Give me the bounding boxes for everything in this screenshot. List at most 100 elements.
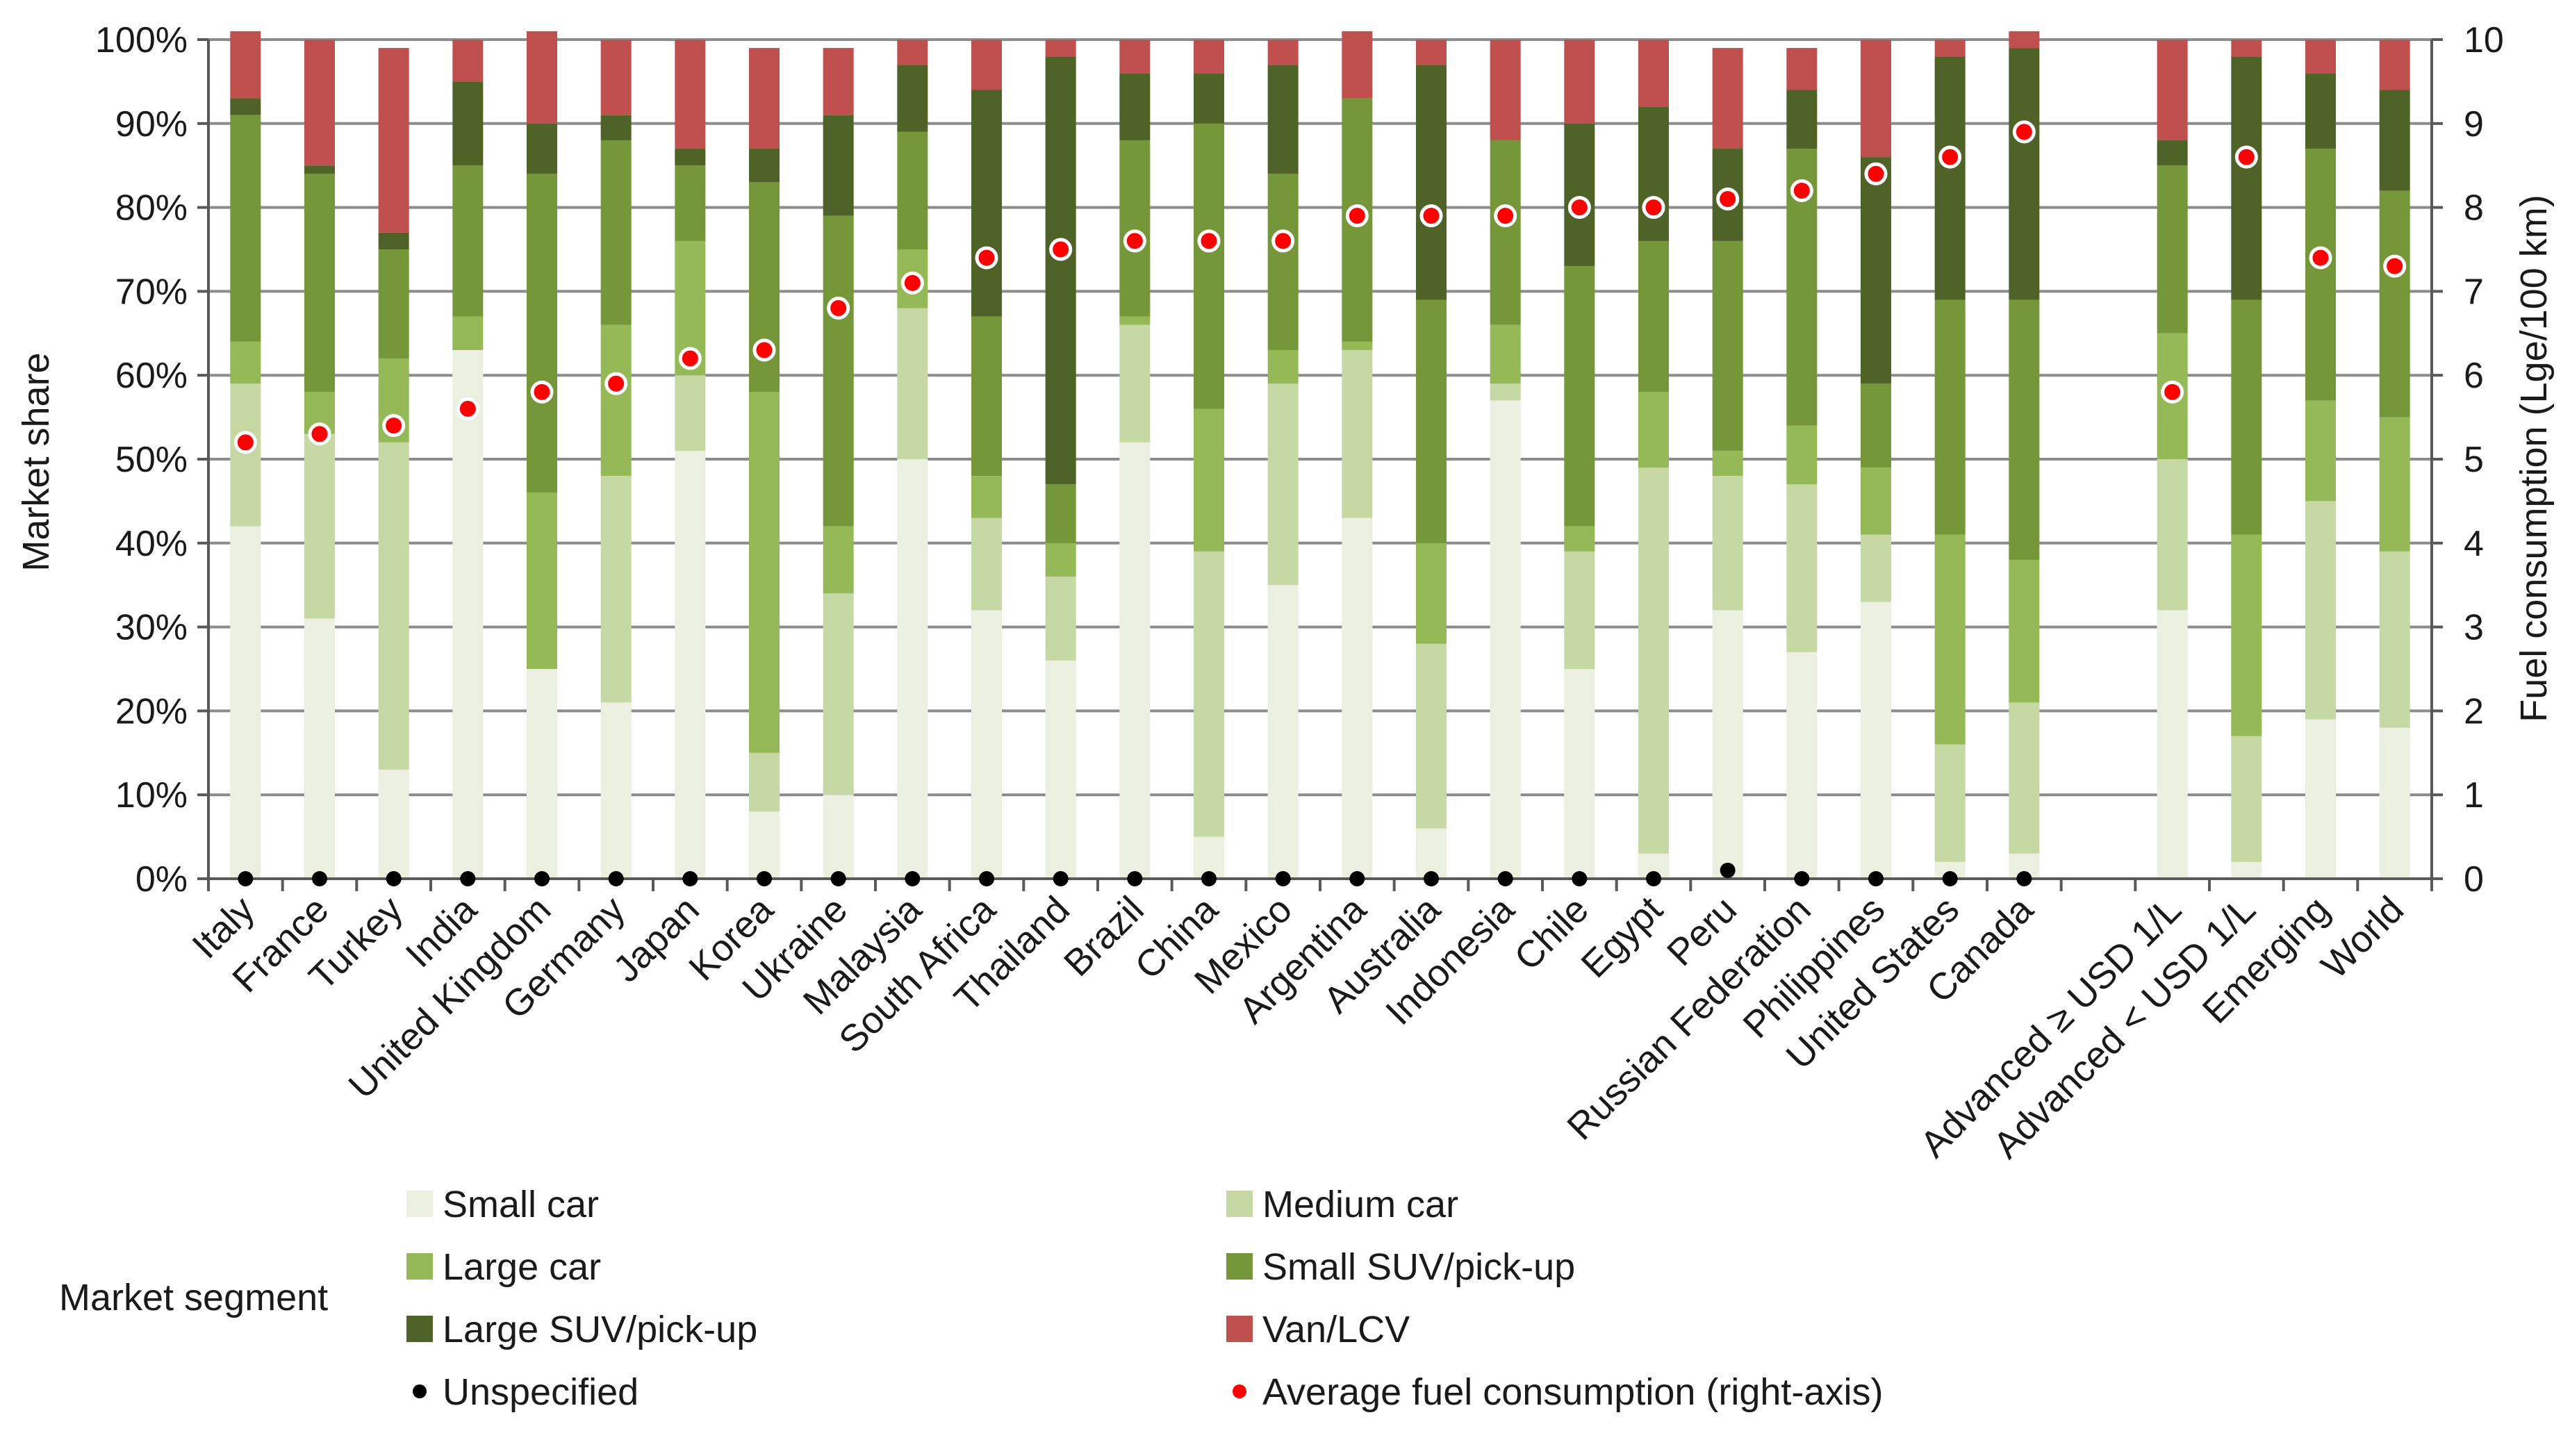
- bar-segment: [1786, 425, 1818, 485]
- axes: [197, 38, 2443, 891]
- bar-segment: [452, 349, 484, 879]
- bar-segment: [1490, 324, 1521, 384]
- bar-segment: [1267, 585, 1299, 879]
- right-axis-ticks: 0 1 2 3 4 5 6 7 8 9 10: [2464, 20, 2504, 900]
- bar-segment: [2157, 40, 2188, 140]
- y2-tick-label: 3: [2464, 608, 2484, 648]
- unspecified-marker: [1201, 871, 1217, 886]
- bar-segment: [1712, 450, 1743, 477]
- bar-segment: [452, 40, 484, 82]
- bar-segment: [897, 308, 928, 459]
- legend-label: Unspecified: [443, 1371, 639, 1413]
- unspecified-marker: [1942, 871, 1958, 886]
- bar-segment: [749, 811, 780, 879]
- fuel-consumption-marker: [827, 297, 850, 320]
- bar-segment: [600, 702, 632, 879]
- bar-segment: [1564, 551, 1595, 669]
- fuel-consumption-marker: [1567, 196, 1591, 220]
- bar-segment: [527, 493, 557, 669]
- bar-segment: [971, 90, 1002, 317]
- bar-segment: [1564, 669, 1595, 879]
- bar-segment: [971, 40, 1002, 90]
- bar-segment: [971, 610, 1002, 879]
- y-tick-label: 30%: [115, 608, 188, 648]
- left-axis-ticks: 0% 10% 20% 30% 40% 50% 60% 70% 80% 90% 100%: [95, 20, 188, 900]
- bar-segment: [1045, 56, 1076, 485]
- y-tick-label: 80%: [115, 188, 188, 229]
- bar-segment: [1638, 468, 1669, 854]
- bar-segment: [823, 593, 854, 795]
- y-tick-label: 100%: [95, 20, 188, 60]
- bar-segment: [2305, 149, 2336, 401]
- x-tick-label: Egypt: [1573, 888, 1670, 986]
- bar-segment: [1416, 828, 1447, 879]
- unspecified-marker: [1424, 871, 1439, 886]
- bar-segment: [1342, 341, 1373, 350]
- bar-segment: [2157, 165, 2188, 333]
- fuel-consumption-marker: [530, 380, 554, 404]
- bar-segment: [1119, 140, 1151, 317]
- bar-segment: [749, 392, 780, 753]
- unspecified-marker: [905, 871, 921, 886]
- bar-segment: [1267, 174, 1299, 350]
- fuel-consumption-marker: [604, 372, 628, 395]
- bar-segment: [1045, 543, 1076, 577]
- bar-segment: [1564, 266, 1595, 527]
- y-tick-label: 0%: [135, 859, 188, 900]
- bar-segment: [1045, 577, 1076, 661]
- bar-segment: [2231, 299, 2262, 535]
- bar-segment: [1564, 123, 1595, 267]
- y-tick-label: 50%: [115, 440, 188, 480]
- legend-swatch: [1226, 1253, 1253, 1280]
- bar-segment: [527, 31, 557, 124]
- bar-segment: [2231, 534, 2262, 736]
- bar-segment: [1934, 56, 1966, 300]
- fuel-consumption-marker: [752, 338, 776, 362]
- bar-segment: [1490, 400, 1521, 879]
- y-tick-label: 20%: [115, 691, 188, 731]
- bar-segment: [675, 450, 706, 879]
- x-tick-label: World: [2314, 888, 2412, 986]
- bar-segment: [1416, 40, 1447, 65]
- bar-segment: [230, 98, 261, 115]
- fuel-consumption-marker: [233, 431, 257, 454]
- fuel-consumption-marker: [1938, 145, 1962, 169]
- bar-segment: [230, 31, 261, 99]
- y-axis-title: Market share: [15, 352, 57, 571]
- unspecified-marker: [460, 871, 476, 886]
- y2-tick-label: 9: [2464, 104, 2484, 144]
- bar-segment: [675, 149, 706, 166]
- bar-segment: [1194, 551, 1224, 837]
- unspecified-marker: [1646, 871, 1661, 886]
- bar-segment: [2379, 190, 2410, 417]
- bar-segment: [1490, 140, 1521, 325]
- bar-segment: [971, 316, 1002, 477]
- bar-segment: [675, 375, 706, 451]
- bar-segment: [304, 40, 335, 166]
- bar-segment: [1861, 534, 1891, 602]
- unspecified-marker: [238, 871, 254, 886]
- bar-segment: [1861, 468, 1891, 535]
- legend-label: Van/LCV: [1262, 1309, 1410, 1350]
- unspecified-marker: [1572, 871, 1588, 886]
- legend-label: Large car: [443, 1246, 601, 1288]
- bar-segment: [230, 341, 261, 384]
- bar-segment: [2009, 702, 2040, 854]
- bar-segment: [971, 476, 1002, 518]
- bar-segment: [2305, 719, 2336, 879]
- bar-segment: [1861, 40, 1891, 158]
- bar-segment: [897, 65, 928, 132]
- fuel-consumption-marker: [975, 246, 998, 270]
- bar-segment: [823, 795, 854, 879]
- y2-tick-label: 7: [2464, 272, 2484, 312]
- bar-segment: [1119, 40, 1151, 74]
- bar-segment: [1934, 299, 1966, 535]
- fuel-consumption-marker: [1419, 204, 1443, 228]
- bar-segment: [2379, 40, 2410, 90]
- fuel-consumption-marker: [1864, 162, 1888, 185]
- bar-segment: [1490, 40, 1521, 140]
- bar-segment: [2231, 56, 2262, 300]
- bar-segment: [1712, 240, 1743, 451]
- bar-segment: [1712, 610, 1743, 879]
- bar-segment: [1045, 40, 1076, 57]
